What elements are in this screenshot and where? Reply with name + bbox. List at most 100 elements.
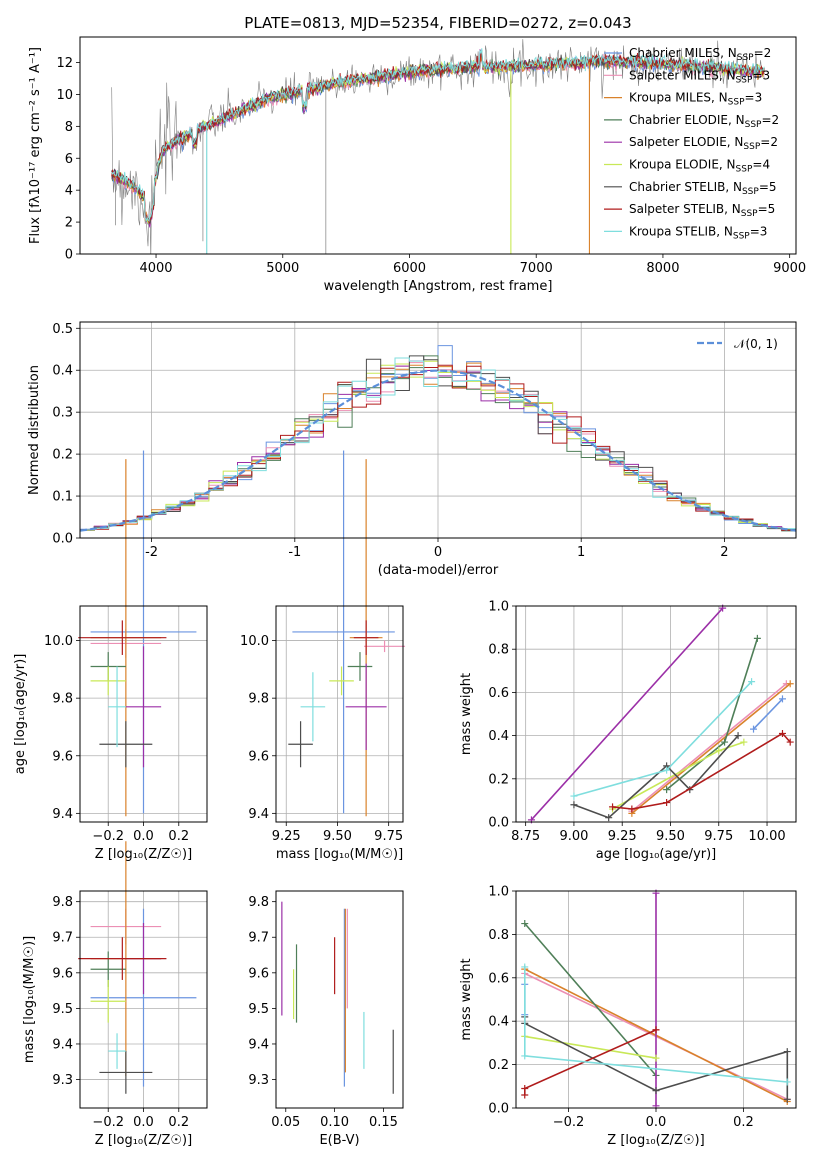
y-tick-label: 0.1	[52, 490, 73, 505]
x-tick-label: 2	[720, 545, 728, 560]
weight-marker-salpeter_stelib	[663, 799, 671, 807]
x-tick-label: 8000	[646, 261, 679, 276]
x-tick-label: −0.2	[553, 1115, 585, 1130]
weight-line-salpeter_stelib	[612, 732, 791, 810]
x-axis-label: age [log₁₀(age/yr)]	[596, 847, 717, 862]
x-tick-label: 0	[434, 545, 442, 560]
y-tick-label: 8	[65, 120, 73, 135]
y-tick-label: 0.4	[488, 729, 509, 744]
y-tick-label: 10.0	[240, 634, 269, 649]
legend-label-kroupa_elodie: Kroupa ELODIE, NSSP=4	[629, 158, 770, 175]
weight-marker-salpeter_stelib	[652, 1026, 660, 1034]
weight-marker-chabrier_elodie	[753, 634, 761, 642]
x-tick-label: -1	[288, 545, 301, 560]
y-tick-label: 0	[65, 248, 73, 263]
weight-marker-salpeter_stelib	[628, 805, 636, 813]
legend-label-text: Salpeter ELODIE, N	[629, 135, 743, 149]
x-tick-label: -2	[145, 545, 158, 560]
weight-marker-chabrier_stelib	[734, 732, 742, 740]
weight-marker-chabrier_stelib	[652, 1087, 660, 1095]
errorbar-chabrier_stelib	[99, 1051, 153, 1094]
legend-label-tail: =3	[752, 68, 770, 82]
y-tick-label: 0.5	[52, 322, 73, 337]
x-tick-label: 9000	[773, 261, 806, 276]
observed-spectrum	[111, 39, 765, 254]
y-tick-label: 0.6	[488, 686, 509, 701]
errorbar-salpeter_stelib	[78, 620, 167, 655]
errorbar-salpeter_elodie	[125, 646, 162, 768]
x-axis-label: Z [log₁₀(Z/Z☉)]	[607, 1133, 704, 1148]
x-tick-label: 0.0	[133, 829, 154, 844]
legend-label-salpeter_stelib: Salpeter STELIB, NSSP=5	[629, 202, 775, 219]
weight-marker-chabrier_elodie	[721, 738, 729, 746]
x-axis-label: mass [log₁₀(M/M☉)]	[276, 847, 403, 862]
legend-label-tail: =2	[754, 46, 772, 60]
legend-label-sub: SSP	[736, 75, 753, 85]
errorbar-salpeter_elodie	[345, 663, 387, 750]
y-tick-label: 0.2	[488, 772, 509, 787]
weight-marker-chabrier_stelib	[783, 1048, 791, 1056]
legend-label-text: Kroupa STELIB, N	[629, 224, 733, 238]
weight-marker-chabrier_miles	[778, 695, 786, 703]
axes-frame	[79, 36, 797, 255]
x-tick-label: 9.25	[272, 829, 301, 844]
y-tick-label: 9.8	[52, 895, 73, 910]
weight-marker-kroupa_elodie	[652, 1054, 660, 1062]
weight-line-chabrier_elodie	[524, 922, 657, 1077]
errorbar-salpeter_stelib	[353, 620, 379, 655]
weight-line-kroupa_elodie	[524, 1035, 657, 1059]
x-axis-label: E(B-V)	[319, 1133, 359, 1148]
errorbar-salpeter_miles	[364, 640, 406, 653]
y-tick-label: 9.4	[248, 1037, 269, 1052]
weight-line-chabrier_stelib	[573, 735, 739, 819]
legend-label-sub: SSP	[745, 120, 762, 130]
y-axis-label: mass weight	[459, 958, 474, 1040]
x-tick-label: 1	[577, 545, 585, 560]
y-tick-label: 10.0	[44, 634, 73, 649]
weight-line-salpeter_elodie	[530, 607, 724, 821]
y-tick-label: 9.3	[248, 1073, 269, 1088]
weight-marker-kroupa_stelib	[521, 963, 529, 971]
x-tick-label: 9.50	[323, 829, 352, 844]
errorbar-chabrier_stelib	[99, 721, 153, 768]
legend-label-salpeter_elodie: Salpeter ELODIE, NSSP=2	[629, 135, 778, 152]
axes-frame	[515, 605, 797, 823]
legend-label-tail: =5	[758, 202, 776, 216]
y-tick-label: 12	[56, 56, 73, 71]
legend-label-text: Salpeter STELIB, N	[629, 202, 741, 216]
errorbar-chabrier_elodie	[347, 652, 373, 681]
y-tick-label: 9.6	[52, 966, 73, 981]
errorbar-kroupa_elodie	[90, 979, 126, 1023]
legend-label-tail: =4	[752, 158, 770, 172]
weight-marker-kroupa_miles	[786, 680, 794, 688]
y-tick-label: 1.0	[488, 600, 509, 615]
weight-marker-salpeter_stelib	[786, 738, 794, 746]
x-tick-label: 9.25	[608, 829, 637, 844]
x-tick-label: 5000	[266, 261, 299, 276]
legend-label-text: Salpeter MILES, N	[629, 68, 736, 82]
weight-line-chabrier_miles	[752, 698, 784, 730]
y-tick-label: 9.4	[52, 807, 73, 822]
weight-marker-kroupa_stelib	[521, 1052, 529, 1060]
y-tick-label: 0.0	[488, 1102, 509, 1117]
y-tick-label: 0.3	[52, 406, 73, 421]
legend-label-sub: SSP	[742, 187, 759, 197]
y-tick-label: 9.5	[52, 1002, 73, 1017]
model-kroupa_stelib	[111, 48, 765, 223]
y-tick-label: 9.7	[248, 931, 269, 946]
legend-label-sub: SSP	[737, 53, 754, 63]
normal-curve	[80, 369, 796, 532]
legend-label-normal: 𝒩(0, 1)	[734, 337, 778, 351]
weight-marker-kroupa_elodie	[740, 738, 748, 746]
chart-title: PLATE=0813, MJD=52354, FIBERID=0272, z=0…	[244, 14, 631, 32]
legend-label-sub: SSP	[733, 231, 750, 241]
weight-marker-chabrier_stelib	[783, 1095, 791, 1103]
y-tick-label: 6	[65, 152, 73, 167]
weight-marker-chabrier_stelib	[570, 801, 578, 809]
y-tick-label: 9.3	[52, 1073, 73, 1088]
weight-marker-salpeter_stelib	[521, 1091, 529, 1099]
x-axis-label: wavelength [Angstrom, rest frame]	[324, 279, 553, 294]
y-tick-label: 9.4	[52, 1037, 73, 1052]
errorbar-chabrier_miles	[292, 450, 395, 814]
legend-label-text: Kroupa ELODIE, N	[629, 158, 736, 172]
